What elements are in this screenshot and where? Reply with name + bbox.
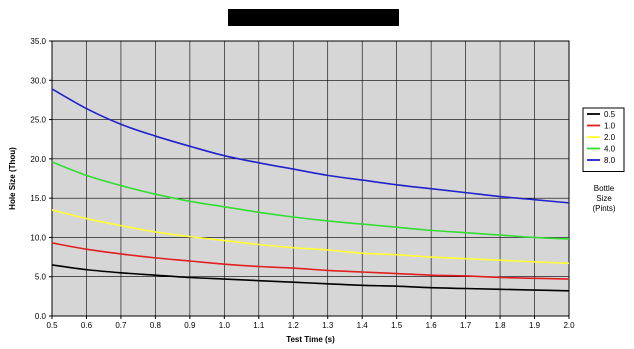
x-tick-label: 1.3: [322, 321, 334, 330]
y-tick-label: 10.0: [30, 233, 46, 242]
x-tick-label: 1.1: [253, 321, 265, 330]
plot-border: [51, 40, 570, 317]
redacted-title-bar: [228, 9, 399, 26]
x-tick-label: 1.6: [426, 321, 438, 330]
x-axis-title: Test Time (s): [286, 335, 335, 344]
x-tick-label: 1.9: [529, 321, 541, 330]
legend-caption-line-2: Size: [596, 194, 612, 203]
y-tick-label: 5.0: [35, 273, 47, 282]
y-tick-label: 35.0: [30, 37, 46, 46]
series-line-2.0: [51, 209, 570, 265]
x-tick-label: 0.9: [184, 321, 196, 330]
legend-caption-line-1: Bottle: [594, 184, 615, 193]
series-line-1.0: [51, 242, 570, 280]
legend-box: [582, 107, 625, 172]
y-tick-label: 0.0: [35, 312, 47, 321]
series-line-0.5: [51, 264, 570, 292]
legend-caption: Bottle Size (Pints): [592, 184, 615, 213]
y-tick-label: 30.0: [30, 76, 46, 85]
grid: [51, 40, 570, 317]
x-tick-label: 1.7: [460, 321, 472, 330]
x-tick-label: 1.2: [288, 321, 300, 330]
x-tick-label: 0.6: [81, 321, 93, 330]
series-line-8.0: [51, 88, 570, 204]
y-tick-label: 25.0: [30, 116, 46, 125]
x-axis: 0.5 0.6 0.7 0.8 0.9 1.0 1.1 1.2 1.3 1.4 1.5 1.6 1.7 1…: [46, 316, 575, 330]
legend-label-8.0: 8.0: [604, 156, 616, 165]
x-tick-label: 1.8: [495, 321, 507, 330]
series-layer: [51, 88, 570, 292]
y-axis: 0.0 5.0 10.0 15.0 20.0 25.0 30.0 35.0: [30, 37, 52, 321]
series-line-4.0: [51, 161, 570, 240]
y-axis-title: Hole Size (Thou): [8, 147, 17, 210]
legend-label-0.5: 0.5: [604, 110, 616, 119]
legend-label-1.0: 1.0: [604, 122, 616, 131]
x-tick-label: 2.0: [563, 321, 575, 330]
legend-label-4.0: 4.0: [604, 145, 616, 154]
x-tick-label: 0.8: [150, 321, 162, 330]
x-tick-label: 1.4: [357, 321, 369, 330]
x-tick-label: 1.5: [391, 321, 403, 330]
y-tick-label: 20.0: [30, 155, 46, 164]
plot-area: [51, 40, 570, 317]
x-tick-label: 0.5: [46, 321, 58, 330]
x-tick-label: 1.0: [219, 321, 231, 330]
legend-caption-line-3: (Pints): [592, 204, 615, 213]
y-tick-label: 15.0: [30, 194, 46, 203]
legend-label-2.0: 2.0: [604, 133, 616, 142]
legend: 0.5 1.0 2.0 4.0 8.0: [582, 107, 625, 172]
x-tick-label: 0.7: [115, 321, 127, 330]
